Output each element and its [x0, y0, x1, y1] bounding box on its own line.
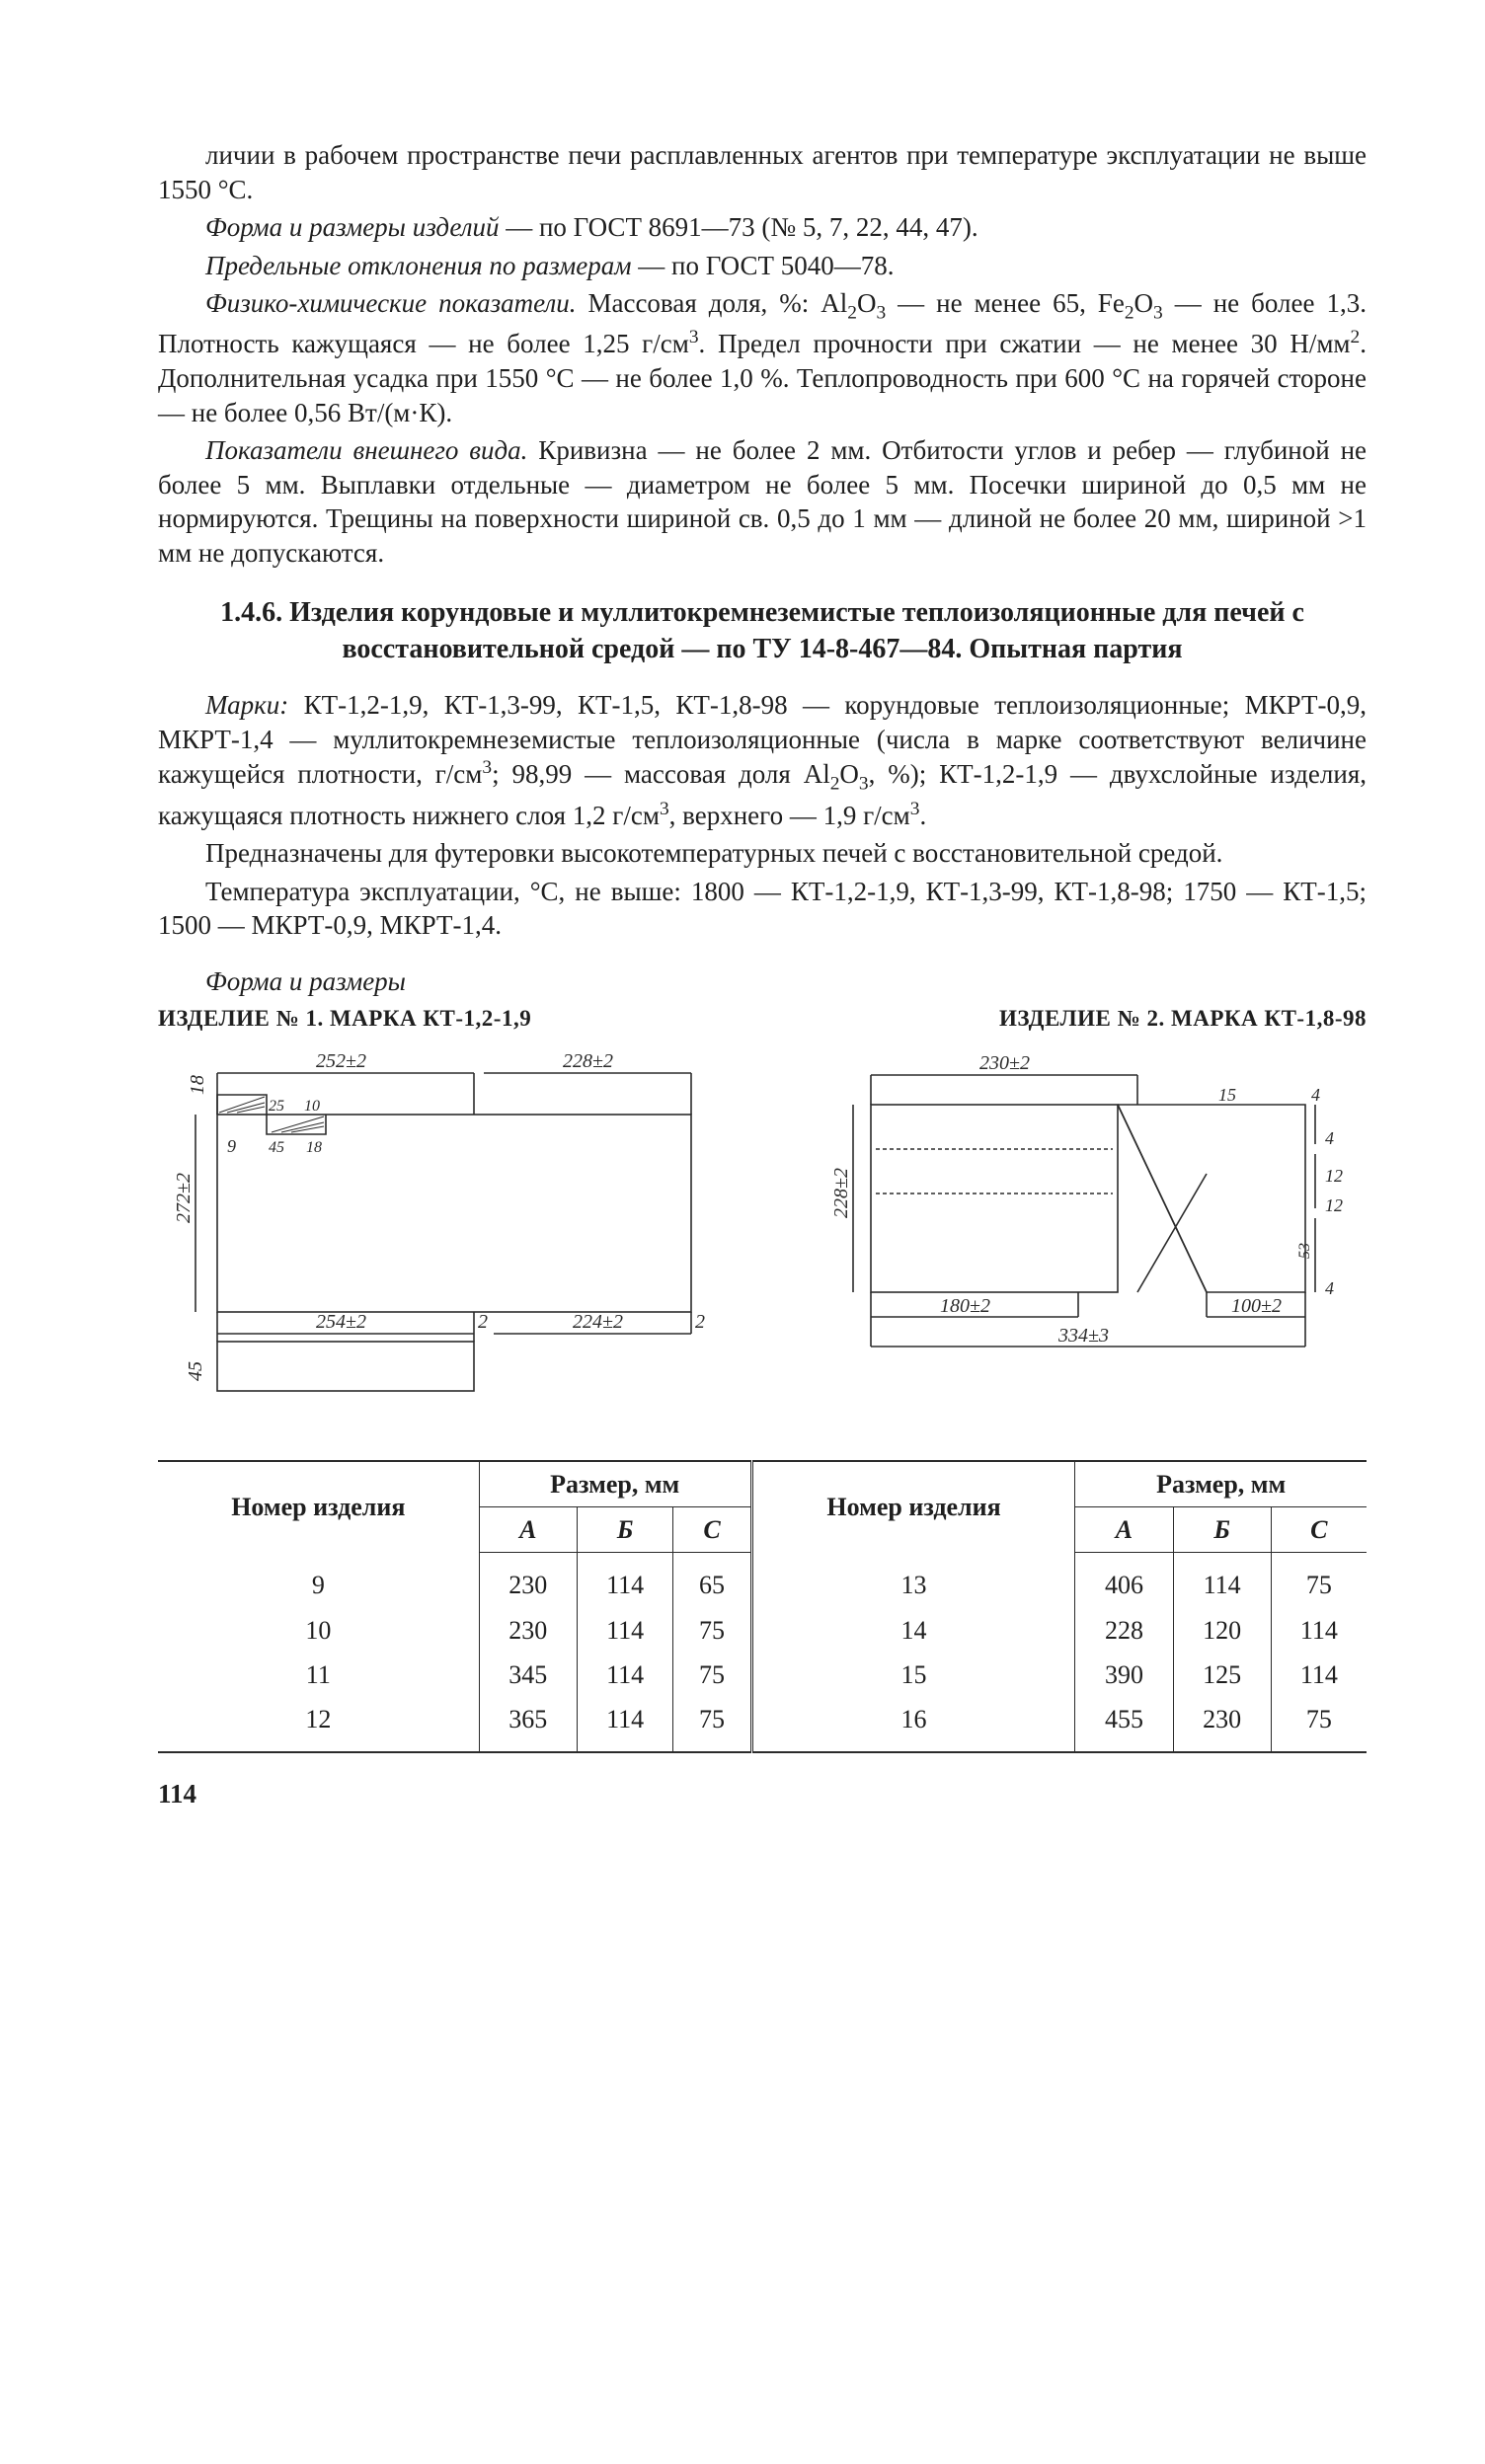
table-body: 9 230 114 65 13 406 114 75 10 230 114 75…: [158, 1553, 1367, 1753]
em: Физико-химические показатели.: [205, 288, 576, 318]
col-c-r: C: [1271, 1506, 1367, 1552]
table-row: 9 230 114 65 13 406 114 75: [158, 1553, 1367, 1608]
diagrams-heading: Форма и размеры: [158, 964, 1367, 999]
table-row: 10 230 114 75 14 228 120 114: [158, 1608, 1367, 1653]
diagram-2-title: ИЗДЕЛИЕ № 2. МАРКА КТ-1,8-98: [792, 1004, 1367, 1033]
svg-text:2: 2: [695, 1311, 705, 1333]
engineering-drawing-2: 230±2 228±2 15 4 4 12 12 53 4 180±2 100±…: [792, 1045, 1345, 1421]
svg-text:228±2: 228±2: [830, 1168, 852, 1218]
em: Предельные отклонения по размерам: [205, 251, 632, 280]
col-size-l: Размер, мм: [479, 1461, 751, 1507]
col-num-l: Номер изделия: [158, 1461, 479, 1553]
engineering-drawing-1: 252±2 228±2 18 25 10 9 45 18 272±2 45 25…: [158, 1045, 711, 1421]
svg-text:4: 4: [1311, 1085, 1320, 1105]
svg-text:9: 9: [227, 1136, 236, 1156]
col-c-l: C: [673, 1506, 751, 1552]
dimensions-table: Номер изделия Размер, мм Номер изделия Р…: [158, 1460, 1367, 1754]
txt: .: [919, 801, 926, 830]
svg-text:15: 15: [1218, 1085, 1236, 1105]
svg-text:180±2: 180±2: [940, 1295, 990, 1317]
section-heading: 1.4.6. Изделия корундовые и муллитокремн…: [158, 595, 1367, 668]
svg-text:228±2: 228±2: [563, 1050, 613, 1072]
svg-text:45: 45: [185, 1361, 206, 1381]
txt: O: [857, 288, 877, 318]
svg-text:4: 4: [1325, 1278, 1334, 1298]
txt: — по ГОСТ 5040—78.: [632, 251, 895, 280]
txt: , верхнего — 1,9 г/см: [669, 801, 910, 830]
col-a-r: А: [1075, 1506, 1173, 1552]
svg-text:100±2: 100±2: [1231, 1295, 1282, 1317]
table-row: 11 345 114 75 15 390 125 114: [158, 1653, 1367, 1697]
svg-text:53: 53: [1296, 1243, 1313, 1259]
svg-text:272±2: 272±2: [173, 1173, 195, 1223]
txt: Массовая доля, %: Al: [576, 288, 847, 318]
para-form: Форма и размеры изделий — по ГОСТ 8691—7…: [158, 210, 1367, 245]
svg-text:18: 18: [306, 1139, 322, 1156]
svg-text:25: 25: [269, 1098, 284, 1115]
col-a-l: А: [479, 1506, 577, 1552]
svg-text:224±2: 224±2: [573, 1311, 623, 1333]
em: Показатели внешнего вида.: [205, 435, 527, 465]
svg-text:12: 12: [1325, 1195, 1343, 1215]
svg-text:45: 45: [269, 1139, 284, 1156]
diagram-2: ИЗДЕЛИЕ № 2. МАРКА КТ-1,8-98: [792, 1004, 1367, 1420]
para-intro: личии в рабочем пространстве печи распла…: [158, 138, 1367, 206]
para-limits: Предельные отклонения по размерам — по Г…: [158, 249, 1367, 283]
svg-text:230±2: 230±2: [979, 1052, 1030, 1074]
para-physchem: Физико-химические показатели. Массовая д…: [158, 286, 1367, 429]
page-number: 114: [158, 1777, 1367, 1811]
svg-text:4: 4: [1325, 1128, 1334, 1148]
diagram-1: ИЗДЕЛИЕ № 1. МАРКА КТ-1,2-1,9: [158, 1004, 733, 1420]
svg-text:334±3: 334±3: [1057, 1325, 1109, 1347]
svg-text:10: 10: [304, 1098, 320, 1115]
svg-text:252±2: 252±2: [316, 1050, 366, 1072]
em: Марки:: [205, 690, 288, 720]
col-size-r: Размер, мм: [1075, 1461, 1367, 1507]
txt: — по ГОСТ 8691—73 (№ 5, 7, 22, 44, 47).: [499, 212, 977, 242]
para-appearance: Показатели внешнего вида. Кривизна — не …: [158, 433, 1367, 570]
col-b-r: Б: [1173, 1506, 1271, 1552]
txt: O: [839, 759, 859, 789]
col-num-r: Номер изделия: [751, 1461, 1075, 1553]
svg-text:254±2: 254±2: [316, 1311, 366, 1333]
svg-text:18: 18: [187, 1075, 208, 1095]
table-row: 12 365 114 75 16 455 230 75: [158, 1697, 1367, 1752]
para-temp: Температура эксплуатации, °C, не выше: 1…: [158, 875, 1367, 943]
col-b-l: Б: [577, 1506, 673, 1552]
txt: O: [1134, 288, 1154, 318]
svg-text:2: 2: [478, 1311, 488, 1333]
txt: — не менее 65, Fe: [886, 288, 1125, 318]
para-brands: Марки: КТ-1,2-1,9, КТ-1,3-99, КТ-1,5, КТ…: [158, 688, 1367, 832]
diagram-1-title: ИЗДЕЛИЕ № 1. МАРКА КТ-1,2-1,9: [158, 1004, 733, 1033]
em: Форма и размеры изделий: [205, 212, 499, 242]
svg-text:12: 12: [1325, 1166, 1343, 1186]
para-purpose: Предназначены для футеровки высокотемпер…: [158, 836, 1367, 871]
txt: . Предел прочности при сжатии — не менее…: [699, 329, 1351, 358]
txt: ; 98,99 — массовая доля Al: [492, 759, 830, 789]
diagrams-row: ИЗДЕЛИЕ № 1. МАРКА КТ-1,2-1,9: [158, 1004, 1367, 1420]
